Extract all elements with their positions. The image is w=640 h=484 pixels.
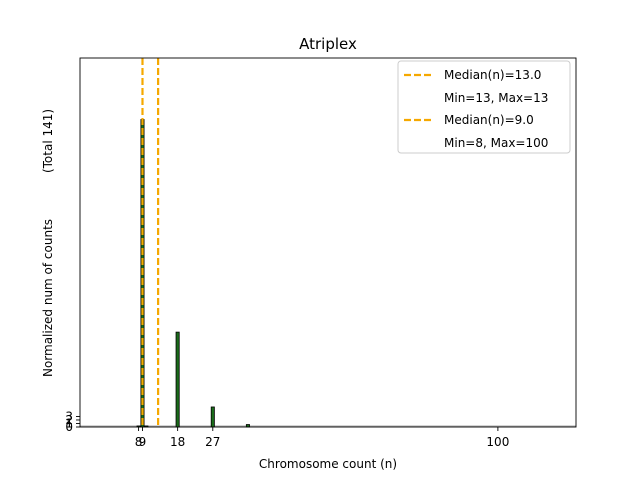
bar-0-1 xyxy=(175,331,180,428)
chart-title: Atriplex xyxy=(299,35,357,53)
legend-label-3: Median(n)=9.0 xyxy=(444,113,534,127)
y-tick-label-3: 3 xyxy=(65,409,73,423)
legend-label-1: Median(n)=13.0 xyxy=(444,68,541,82)
legend-box xyxy=(397,60,571,154)
x-axis-label: Chromosome count (n) xyxy=(259,457,397,471)
legend: Median(n)=13.0 Min=13, Max=13 Median(n)=… xyxy=(397,60,571,154)
x-tick-label-2: 18 xyxy=(170,435,185,449)
y-tick-label-0: 0 xyxy=(65,420,73,434)
y-axis-label: Normalized num of counts xyxy=(41,219,55,377)
y-tick-label-1: 1 xyxy=(65,416,73,430)
axes-frame xyxy=(79,57,577,428)
y-axis-total-label: (Total 141) xyxy=(41,109,55,173)
y-tick-label-2: 2 xyxy=(65,413,73,427)
legend-label-2: Min=13, Max=13 xyxy=(444,91,548,105)
x-tick-label-4: 100 xyxy=(486,435,509,449)
bar-0-2 xyxy=(210,406,215,428)
legend-label-4: Min=8, Max=100 xyxy=(444,136,548,150)
x-tick-label-1: 9 xyxy=(139,435,147,449)
x-tick-label-0: 8 xyxy=(135,435,143,449)
x-tick-label-3: 27 xyxy=(205,435,220,449)
